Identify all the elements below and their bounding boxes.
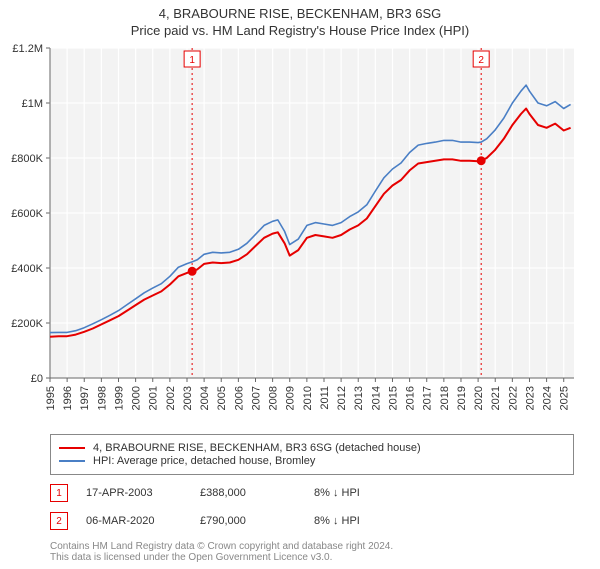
event-delta: 8% ↓ HPI: [314, 515, 410, 527]
title-address: 4, BRABOURNE RISE, BECKENHAM, BR3 6SG: [0, 6, 600, 21]
event-row: 2 06-MAR-2020 £790,000 8% ↓ HPI: [50, 507, 574, 535]
svg-text:2010: 2010: [302, 386, 314, 410]
svg-text:2: 2: [478, 55, 484, 66]
svg-text:2020: 2020: [473, 386, 485, 410]
svg-text:2002: 2002: [165, 386, 177, 410]
svg-text:1996: 1996: [62, 386, 74, 410]
legend-swatch: [59, 460, 85, 462]
footer-line1: Contains HM Land Registry data © Crown c…: [50, 541, 574, 552]
svg-text:2011: 2011: [319, 386, 331, 410]
svg-text:2019: 2019: [456, 386, 468, 410]
svg-text:2025: 2025: [559, 386, 571, 410]
legend-swatch: [59, 447, 85, 449]
chart-area: £0 £200K £400K £600K £800K £1M £1.2M 1995 1996 19…: [0, 40, 600, 426]
event-marker-num: 1: [50, 484, 68, 502]
svg-text:2000: 2000: [131, 386, 143, 410]
svg-text:1995: 1995: [45, 386, 57, 410]
svg-text:2017: 2017: [422, 386, 434, 410]
svg-text:£400K: £400K: [11, 263, 43, 275]
footer-line2: This data is licensed under the Open Gov…: [50, 552, 574, 563]
svg-text:2023: 2023: [524, 386, 536, 410]
chart-title: 4, BRABOURNE RISE, BECKENHAM, BR3 6SG Pr…: [0, 0, 600, 40]
svg-text:1997: 1997: [79, 386, 91, 410]
svg-text:2022: 2022: [507, 386, 519, 410]
svg-text:2018: 2018: [439, 386, 451, 410]
svg-text:1: 1: [189, 55, 195, 66]
svg-text:2016: 2016: [405, 386, 417, 410]
event-price: £388,000: [200, 487, 296, 499]
svg-text:2005: 2005: [216, 386, 228, 410]
svg-text:2014: 2014: [370, 386, 382, 410]
svg-text:2003: 2003: [182, 386, 194, 410]
svg-text:2006: 2006: [233, 386, 245, 410]
svg-text:2021: 2021: [490, 386, 502, 410]
svg-text:£200K: £200K: [11, 318, 43, 330]
svg-text:2001: 2001: [148, 386, 160, 410]
svg-text:2015: 2015: [387, 386, 399, 410]
svg-text:2008: 2008: [268, 386, 280, 410]
event-date: 06-MAR-2020: [86, 515, 182, 527]
event-price: £790,000: [200, 515, 296, 527]
title-subtitle: Price paid vs. HM Land Registry's House …: [0, 23, 600, 38]
event-table: 1 17-APR-2003 £388,000 8% ↓ HPI 2 06-MAR-2020…: [50, 479, 574, 535]
event-date: 17-APR-2003: [86, 487, 182, 499]
event-delta: 8% ↓ HPI: [314, 487, 410, 499]
svg-text:£600K: £600K: [11, 208, 43, 220]
legend-label: HPI: Average price, detached house, Brom…: [93, 455, 315, 467]
svg-text:£1M: £1M: [22, 98, 43, 110]
line-chart: £0 £200K £400K £600K £800K £1M £1.2M 1995 1996 19…: [0, 40, 600, 426]
svg-text:£0: £0: [31, 373, 43, 385]
svg-text:1998: 1998: [96, 386, 108, 410]
svg-text:2024: 2024: [542, 386, 554, 410]
event-row: 1 17-APR-2003 £388,000 8% ↓ HPI: [50, 479, 574, 507]
svg-text:2012: 2012: [336, 386, 348, 410]
svg-text:£800K: £800K: [11, 153, 43, 165]
legend-label: 4, BRABOURNE RISE, BECKENHAM, BR3 6SG (d…: [93, 442, 421, 454]
legend-row: HPI: Average price, detached house, Brom…: [59, 455, 565, 467]
legend-row: 4, BRABOURNE RISE, BECKENHAM, BR3 6SG (d…: [59, 442, 565, 454]
event-marker-num: 2: [50, 512, 68, 530]
svg-text:2007: 2007: [250, 386, 262, 410]
legend: 4, BRABOURNE RISE, BECKENHAM, BR3 6SG (d…: [50, 434, 574, 475]
svg-text:2009: 2009: [285, 386, 297, 410]
svg-text:2013: 2013: [353, 386, 365, 410]
svg-text:£1.2M: £1.2M: [12, 43, 43, 55]
svg-text:2004: 2004: [199, 386, 211, 410]
svg-text:1999: 1999: [113, 386, 125, 410]
